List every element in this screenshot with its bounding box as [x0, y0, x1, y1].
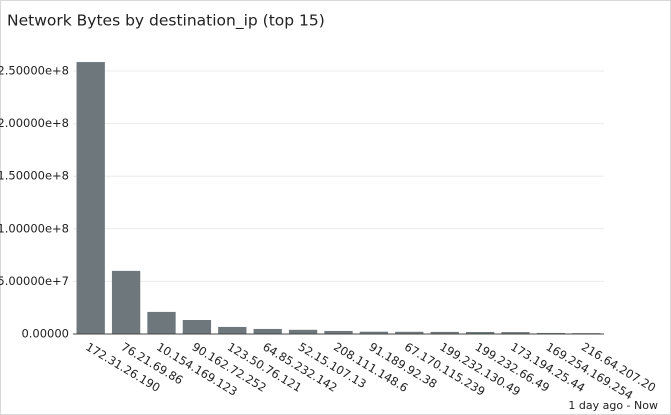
bar — [430, 331, 459, 334]
time-range: 1 day ago - Now — [568, 399, 658, 412]
y-tick-label: 5.00000e+7 — [0, 274, 69, 288]
bar — [182, 320, 212, 334]
bar — [288, 329, 318, 334]
bar — [359, 331, 389, 334]
bar — [218, 326, 247, 334]
bar — [536, 332, 566, 334]
bar — [76, 62, 105, 335]
bar — [253, 328, 282, 334]
bar — [501, 332, 530, 334]
chart-title: Network Bytes by destination_ip (top 15) — [7, 12, 325, 31]
y-tick-label: 2.00000e+8 — [0, 116, 69, 130]
bar — [111, 270, 141, 334]
y-tick-label: 2.50000e+8 — [0, 64, 69, 78]
y-tick-label: 0.00000 — [21, 327, 69, 341]
bar — [147, 311, 176, 334]
bar — [395, 331, 424, 334]
y-tick-label: 1.50000e+8 — [0, 169, 69, 183]
bar — [465, 332, 495, 334]
bar — [324, 330, 353, 334]
y-tick-label: 1.00000e+8 — [0, 221, 69, 235]
